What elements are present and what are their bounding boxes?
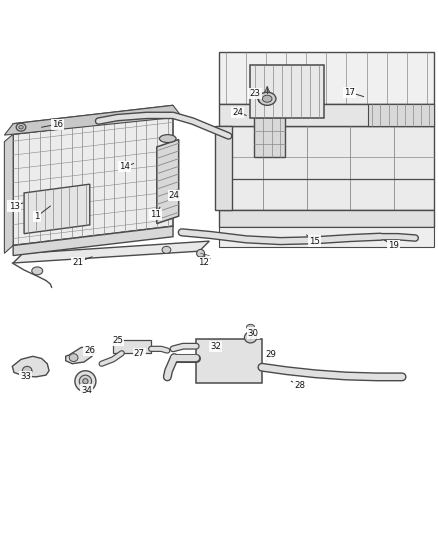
Polygon shape (219, 209, 434, 227)
Text: 12: 12 (198, 259, 209, 268)
Text: 28: 28 (294, 381, 306, 390)
Polygon shape (219, 104, 434, 126)
Polygon shape (113, 340, 151, 353)
Text: 16: 16 (52, 119, 64, 128)
Text: 21: 21 (72, 257, 84, 266)
Polygon shape (13, 226, 173, 255)
Polygon shape (13, 241, 209, 263)
Ellipse shape (83, 378, 88, 384)
Ellipse shape (258, 92, 276, 106)
Polygon shape (13, 106, 173, 134)
Ellipse shape (16, 123, 26, 131)
Text: 30: 30 (247, 328, 259, 337)
Ellipse shape (247, 324, 254, 329)
Polygon shape (4, 106, 182, 135)
Ellipse shape (69, 354, 78, 361)
Polygon shape (13, 115, 173, 246)
Text: 13: 13 (8, 201, 20, 211)
Text: 19: 19 (388, 241, 399, 250)
Text: 25: 25 (112, 336, 123, 344)
Polygon shape (4, 134, 13, 253)
Text: 24: 24 (232, 108, 243, 117)
Polygon shape (250, 65, 324, 118)
Ellipse shape (19, 125, 23, 129)
Ellipse shape (32, 267, 43, 275)
Ellipse shape (75, 371, 96, 392)
Text: 34: 34 (81, 385, 92, 394)
Polygon shape (219, 227, 434, 247)
Text: 17: 17 (344, 87, 355, 96)
Polygon shape (12, 356, 49, 377)
Text: 15: 15 (309, 237, 320, 246)
Ellipse shape (197, 249, 205, 257)
Polygon shape (254, 104, 285, 157)
Text: 11: 11 (150, 211, 161, 219)
Ellipse shape (22, 366, 32, 375)
Ellipse shape (79, 375, 92, 387)
Text: 33: 33 (20, 373, 31, 382)
Text: 32: 32 (210, 342, 221, 351)
Polygon shape (368, 104, 434, 126)
Polygon shape (219, 126, 434, 209)
Polygon shape (219, 52, 434, 104)
Text: 29: 29 (265, 351, 276, 359)
Text: 24: 24 (169, 191, 180, 200)
Polygon shape (24, 184, 90, 233)
Text: 1: 1 (35, 212, 40, 221)
Ellipse shape (262, 95, 272, 102)
Polygon shape (66, 346, 94, 364)
Text: 23: 23 (249, 89, 261, 98)
Text: 14: 14 (119, 162, 131, 171)
Polygon shape (157, 140, 179, 223)
Text: 27: 27 (134, 349, 145, 358)
Polygon shape (196, 339, 262, 383)
Ellipse shape (162, 246, 171, 253)
Ellipse shape (159, 135, 176, 142)
Polygon shape (215, 126, 232, 209)
Ellipse shape (244, 332, 257, 343)
Text: 26: 26 (84, 346, 95, 355)
